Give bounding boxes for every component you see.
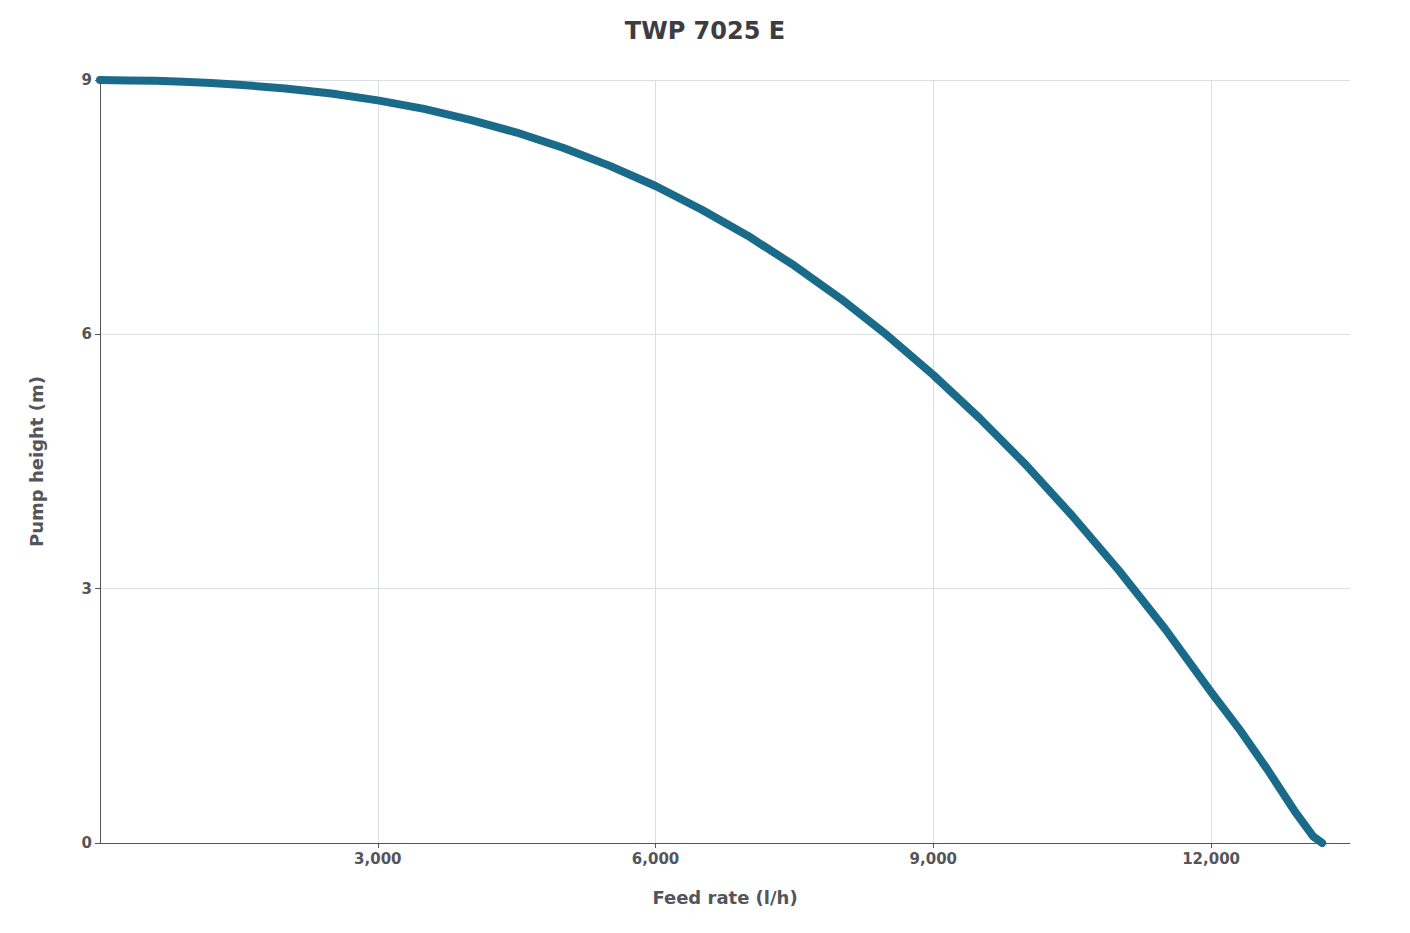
svg-text:Pump height (m): Pump height (m) <box>26 376 47 547</box>
svg-text:TWP 7025 E: TWP 7025 E <box>625 17 785 45</box>
svg-text:0: 0 <box>82 834 92 852</box>
svg-text:3: 3 <box>82 580 92 598</box>
svg-text:6,000: 6,000 <box>632 850 679 868</box>
svg-text:6: 6 <box>82 325 92 343</box>
svg-text:3,000: 3,000 <box>354 850 401 868</box>
svg-text:12,000: 12,000 <box>1182 850 1240 868</box>
svg-text:9,000: 9,000 <box>910 850 957 868</box>
svg-text:Feed rate (l/h): Feed rate (l/h) <box>652 887 797 908</box>
svg-text:9: 9 <box>82 71 92 89</box>
